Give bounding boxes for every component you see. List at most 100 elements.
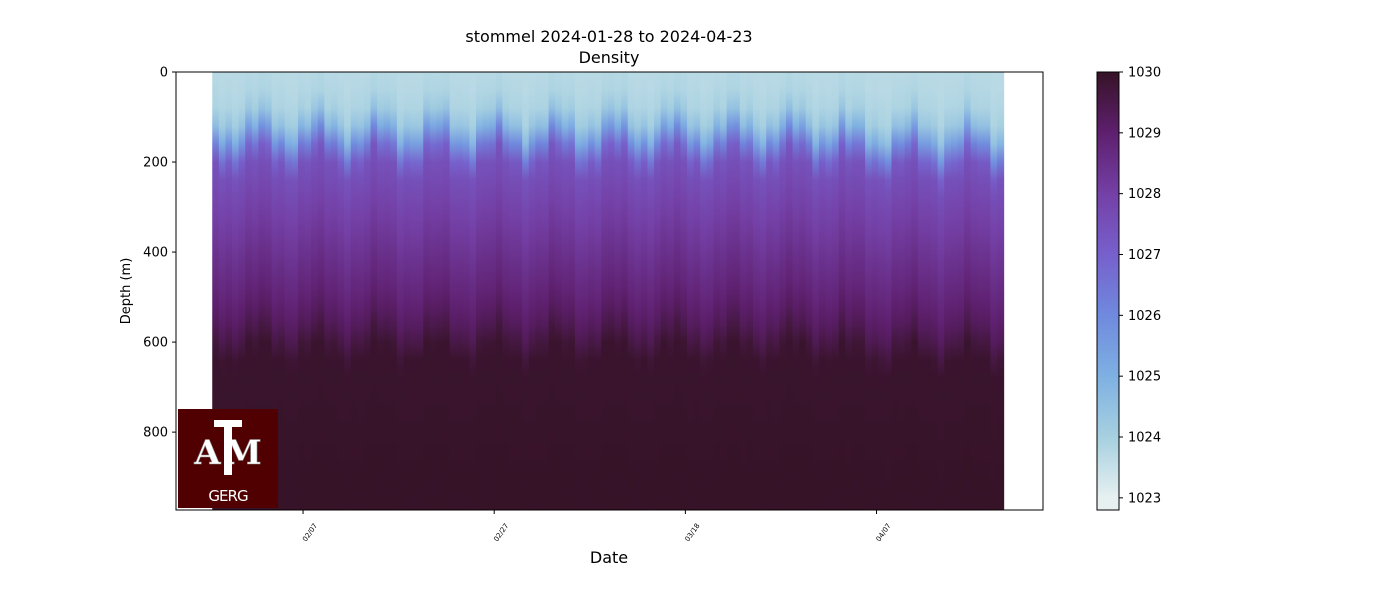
heatmap-column bbox=[957, 72, 965, 510]
heatmap-column bbox=[924, 72, 932, 510]
heatmap-column bbox=[713, 72, 721, 510]
y-tick-label: 0 bbox=[160, 66, 168, 81]
heatmap-column bbox=[799, 72, 807, 510]
heatmap-column bbox=[726, 72, 734, 510]
colorbar-tick-label: 1025 bbox=[1128, 370, 1161, 385]
x-tick-label: 04/07 bbox=[875, 522, 893, 543]
heatmap-column bbox=[640, 72, 649, 510]
heatmap-column bbox=[746, 72, 754, 510]
heatmap-column bbox=[317, 72, 325, 510]
heatmap-column bbox=[311, 72, 319, 510]
heatmap-column bbox=[878, 72, 886, 510]
heatmap-column bbox=[324, 72, 332, 510]
heatmap-column bbox=[832, 72, 840, 510]
heatmap-column bbox=[495, 72, 503, 510]
chart-subtitle: Density bbox=[578, 48, 640, 67]
heatmap-column bbox=[489, 72, 497, 510]
heatmap-column bbox=[443, 72, 451, 510]
heatmap-column bbox=[528, 72, 536, 510]
heatmap-column bbox=[937, 72, 945, 510]
heatmap-column bbox=[812, 72, 820, 510]
heatmap-column bbox=[337, 72, 345, 510]
heatmap-column bbox=[706, 72, 715, 510]
heatmap-column bbox=[357, 72, 365, 510]
heatmap-column bbox=[449, 72, 457, 510]
heatmap-column bbox=[410, 72, 418, 510]
heatmap-column bbox=[588, 72, 596, 510]
heatmap-column bbox=[660, 72, 668, 510]
heatmap-column bbox=[271, 72, 279, 510]
heatmap-column bbox=[766, 72, 774, 510]
heatmap-column bbox=[251, 72, 259, 510]
heatmap-column bbox=[370, 72, 378, 510]
heatmap-column bbox=[621, 72, 629, 510]
y-axis: 0 200 400 600 800 bbox=[143, 66, 176, 441]
heatmap-column bbox=[898, 72, 906, 510]
heatmap-column bbox=[970, 72, 978, 510]
heatmap-column bbox=[911, 72, 919, 510]
heatmap-column bbox=[654, 72, 662, 510]
heatmap-column bbox=[212, 72, 220, 510]
heatmap-column bbox=[502, 72, 510, 510]
heatmap-column bbox=[838, 72, 846, 510]
heatmap-column bbox=[258, 72, 266, 510]
heatmap-column bbox=[291, 72, 299, 510]
heatmap-column bbox=[278, 72, 286, 510]
heatmap-column bbox=[673, 72, 682, 510]
heatmap-column bbox=[904, 72, 912, 510]
x-tick-label: 03/18 bbox=[683, 522, 701, 543]
heatmap-column bbox=[555, 72, 563, 510]
heatmap-column bbox=[344, 72, 352, 510]
heatmap-column bbox=[522, 72, 530, 510]
heatmap-column bbox=[680, 72, 688, 510]
heatmap-column bbox=[390, 72, 398, 510]
heatmap-column bbox=[535, 72, 543, 510]
heatmap-column bbox=[944, 72, 952, 510]
heatmap-column bbox=[581, 72, 589, 510]
heatmap-column bbox=[284, 72, 292, 510]
heatmap-column bbox=[851, 72, 860, 510]
logo-mark: A M GERG bbox=[193, 420, 262, 505]
heatmap-column bbox=[667, 72, 675, 510]
heatmap-column bbox=[687, 72, 695, 510]
colorbar-tick-label: 1028 bbox=[1128, 187, 1161, 202]
heatmap-column bbox=[469, 72, 477, 510]
heatmap-column bbox=[845, 72, 853, 510]
heatmap-column bbox=[330, 72, 339, 510]
heatmap-column bbox=[416, 72, 424, 510]
heatmap-column bbox=[700, 72, 708, 510]
heatmap-column bbox=[647, 72, 655, 510]
heatmap-column bbox=[594, 72, 602, 510]
heatmap-column bbox=[733, 72, 741, 510]
heatmap-column bbox=[772, 72, 780, 510]
heatmap-cells bbox=[212, 72, 1005, 510]
heatmap-column bbox=[574, 72, 583, 510]
y-tick-label: 400 bbox=[143, 246, 168, 261]
y-tick-label: 800 bbox=[143, 426, 168, 441]
plot-frame bbox=[175, 71, 1044, 511]
heatmap-column bbox=[614, 72, 622, 510]
y-axis-label: Depth (m) bbox=[119, 258, 134, 325]
colorbar-tick-label: 1023 bbox=[1128, 491, 1161, 506]
heatmap-column bbox=[607, 72, 616, 510]
heatmap-column bbox=[865, 72, 873, 510]
heatmap-column bbox=[884, 72, 893, 510]
heatmap-column bbox=[779, 72, 787, 510]
colorbar-tick-label: 1024 bbox=[1128, 431, 1161, 446]
svg-text:GERG: GERG bbox=[208, 487, 248, 505]
heatmap-column bbox=[476, 72, 484, 510]
heatmap-column bbox=[548, 72, 556, 510]
heatmap-column bbox=[634, 72, 642, 510]
heatmap-column bbox=[515, 72, 523, 510]
heatmap-column bbox=[752, 72, 761, 510]
heatmap-column bbox=[377, 72, 385, 510]
colorbar-tick-label: 1029 bbox=[1128, 126, 1161, 141]
x-tick-label: 02/27 bbox=[492, 522, 510, 543]
heatmap-column bbox=[792, 72, 800, 510]
heatmap-column bbox=[627, 72, 635, 510]
colorbar-tick-label: 1027 bbox=[1128, 248, 1161, 263]
heatmap-column bbox=[436, 72, 444, 510]
heatmap-column bbox=[720, 72, 728, 510]
heatmap-column bbox=[818, 72, 827, 510]
